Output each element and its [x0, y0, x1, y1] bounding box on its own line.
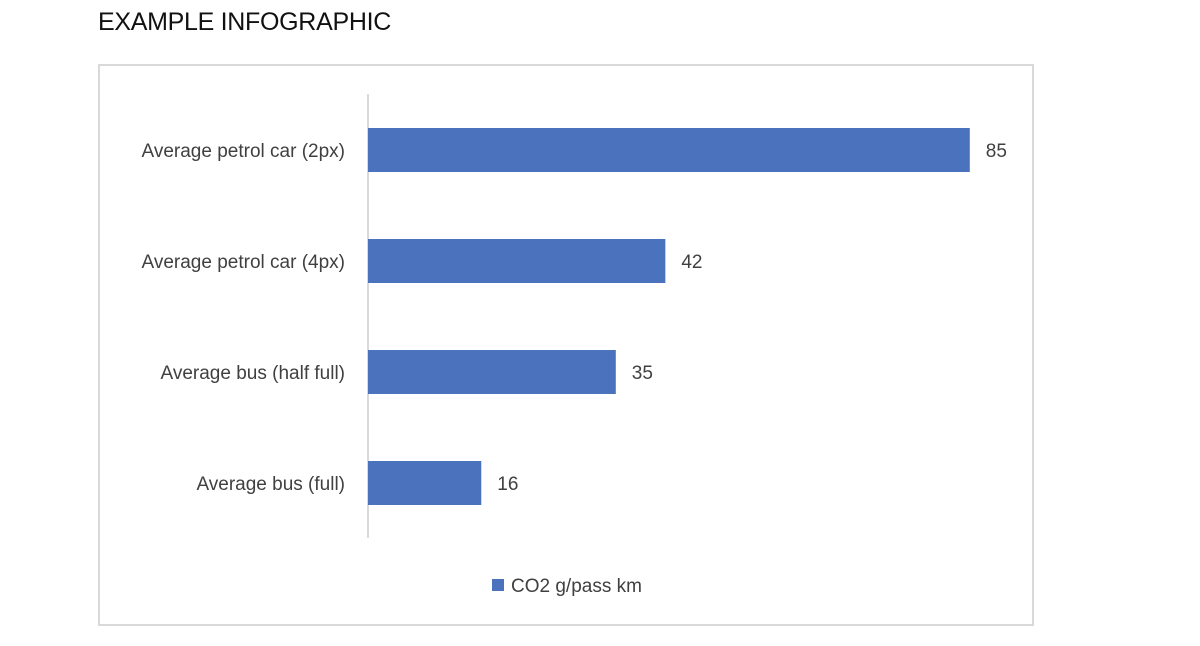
category-label: Average petrol car (4px) [142, 252, 345, 273]
legend-swatch [492, 579, 504, 591]
data-label: 16 [497, 474, 518, 495]
page-title: EXAMPLE INFOGRAPHIC [98, 8, 391, 36]
bars-group [368, 128, 970, 505]
category-label: Average bus (full) [196, 474, 345, 495]
category-label: Average bus (half full) [161, 363, 345, 384]
bar [368, 461, 482, 505]
value-labels-group: 85 42 35 16 [497, 141, 1007, 495]
legend-label: CO2 g/pass km [511, 576, 642, 597]
bar [368, 350, 616, 394]
data-label: 42 [681, 252, 702, 273]
legend: CO2 g/pass km [492, 576, 642, 597]
bar [368, 239, 666, 283]
bar [368, 128, 970, 172]
chart-frame: Average petrol car (2px) Average petrol c… [98, 64, 1034, 626]
data-label: 85 [986, 141, 1007, 162]
data-label: 35 [632, 363, 653, 384]
category-labels-group: Average petrol car (2px) Average petrol c… [142, 141, 345, 495]
bar-chart: Average petrol car (2px) Average petrol c… [142, 94, 1007, 597]
category-label: Average petrol car (2px) [142, 141, 345, 162]
